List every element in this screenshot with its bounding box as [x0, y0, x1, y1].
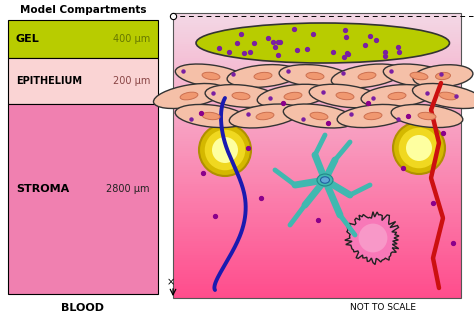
Ellipse shape [391, 104, 463, 128]
Ellipse shape [361, 85, 433, 107]
Ellipse shape [336, 92, 354, 100]
Ellipse shape [309, 84, 381, 108]
Ellipse shape [180, 92, 198, 100]
Polygon shape [345, 212, 399, 264]
Ellipse shape [254, 72, 272, 80]
Bar [173, 13, 461, 298]
Text: Model Compartments: Model Compartments [20, 5, 146, 15]
Ellipse shape [202, 72, 220, 80]
Ellipse shape [364, 112, 382, 120]
Text: GEL: GEL [16, 34, 40, 44]
Circle shape [199, 124, 251, 176]
Ellipse shape [232, 92, 250, 100]
Ellipse shape [310, 112, 328, 120]
Ellipse shape [196, 23, 449, 63]
Ellipse shape [317, 174, 333, 186]
Ellipse shape [256, 112, 274, 120]
Ellipse shape [358, 72, 376, 80]
Ellipse shape [439, 92, 457, 100]
Text: 400 μm: 400 μm [113, 34, 150, 44]
Circle shape [399, 128, 439, 168]
Text: ×: × [167, 277, 175, 287]
Ellipse shape [175, 104, 247, 128]
Bar [8, 20, 158, 58]
Ellipse shape [410, 72, 428, 80]
Text: 2800 μm: 2800 μm [107, 184, 150, 194]
Ellipse shape [337, 104, 409, 128]
Ellipse shape [227, 64, 299, 88]
Ellipse shape [412, 83, 474, 108]
Ellipse shape [202, 112, 220, 120]
Ellipse shape [257, 84, 329, 108]
Bar [8, 104, 158, 294]
Text: NOT TO SCALE: NOT TO SCALE [350, 303, 416, 313]
Text: EPITHELIUM: EPITHELIUM [16, 76, 82, 86]
Ellipse shape [284, 92, 302, 100]
Ellipse shape [331, 64, 403, 88]
Ellipse shape [229, 104, 301, 128]
Text: BLOOD: BLOOD [62, 303, 104, 313]
Ellipse shape [418, 112, 436, 120]
Circle shape [406, 135, 432, 161]
Bar [8, 58, 158, 104]
Circle shape [212, 137, 238, 163]
Text: STROMA: STROMA [16, 184, 69, 194]
Ellipse shape [413, 65, 473, 87]
Ellipse shape [283, 104, 355, 128]
Ellipse shape [175, 64, 246, 88]
Ellipse shape [436, 72, 450, 80]
Ellipse shape [383, 64, 455, 88]
Circle shape [359, 224, 387, 252]
Ellipse shape [279, 64, 351, 88]
Ellipse shape [388, 92, 406, 100]
Circle shape [393, 122, 445, 174]
Ellipse shape [320, 177, 329, 183]
Ellipse shape [154, 83, 225, 108]
Circle shape [205, 130, 245, 170]
Ellipse shape [205, 85, 277, 107]
Ellipse shape [306, 72, 324, 80]
Text: 200 μm: 200 μm [113, 76, 150, 86]
